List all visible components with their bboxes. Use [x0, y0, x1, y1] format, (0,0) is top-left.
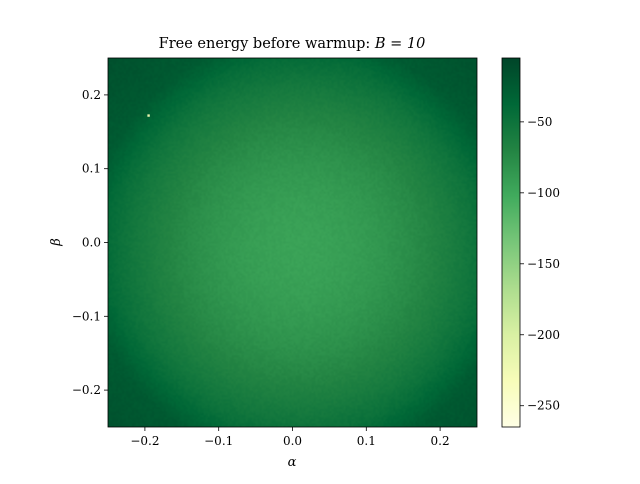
- colorbar-tick-label: −250: [527, 399, 560, 413]
- plot-area: [107, 57, 478, 428]
- chart-title: Free energy before warmup: B = 10: [159, 36, 426, 52]
- colorbar-gradient: [502, 58, 520, 427]
- x-tick-label: −0.1: [204, 434, 233, 448]
- x-tick-label: 0.1: [357, 434, 376, 448]
- y-axis-label: β: [49, 238, 64, 247]
- chart-title-text: Free energy before warmup:: [159, 36, 375, 52]
- y-tick-label: 0.2: [82, 88, 101, 102]
- colorbar: −250 −200 −150 −100 −50: [501, 57, 560, 428]
- x-tick-label: 0.0: [283, 434, 302, 448]
- heatmap-image: [108, 58, 477, 427]
- chart-title-math: B = 10: [374, 36, 425, 52]
- x-tick-label: −0.2: [130, 434, 159, 448]
- outlier-layer: [147, 114, 150, 117]
- colorbar-tick-label: −150: [527, 257, 560, 271]
- outlier-point: [147, 114, 150, 117]
- colorbar-frame: [501, 57, 521, 428]
- y-tick-label: 0.0: [82, 236, 101, 250]
- y-tick-label: −0.2: [72, 383, 101, 397]
- x-axis-ticks: −0.2 −0.1 0.0 0.1 0.2: [130, 427, 450, 448]
- colorbar-tick-label: −200: [527, 328, 560, 342]
- colorbar-tick-label: −100: [527, 186, 560, 200]
- colorbar-ticks: −250 −200 −150 −100 −50: [520, 115, 560, 413]
- x-axis-label: α: [288, 455, 297, 470]
- x-tick-label: 0.2: [431, 434, 450, 448]
- y-axis-ticks: −0.2 −0.1 0.0 0.1 0.2: [72, 88, 108, 397]
- y-tick-label: 0.1: [82, 162, 101, 176]
- colorbar-tick-label: −50: [527, 115, 552, 129]
- y-tick-label: −0.1: [72, 309, 101, 323]
